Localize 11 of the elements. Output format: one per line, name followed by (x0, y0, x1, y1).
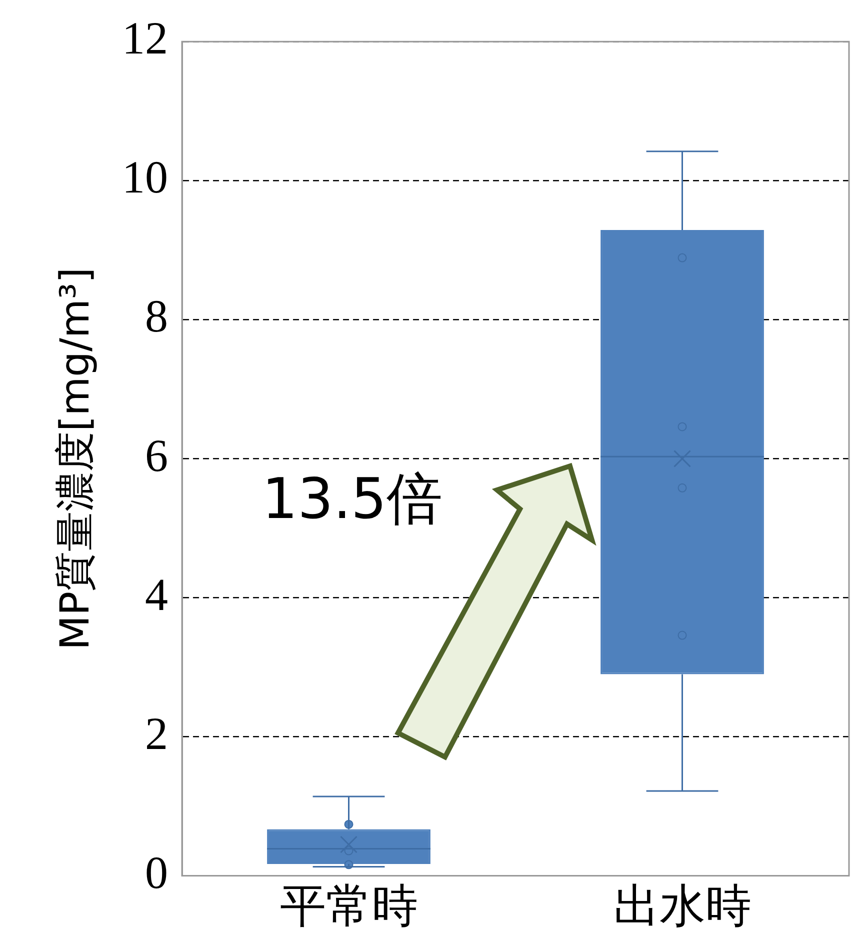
y-tick-label: 8 (145, 290, 168, 342)
x-tick-label: 出水時 (613, 880, 752, 932)
y-tick-label: 10 (122, 152, 168, 203)
y-axis-title: MP質量濃度[mg/m³] (52, 267, 98, 650)
y-tick-label: 4 (145, 568, 168, 620)
y-tick-label: 2 (145, 708, 168, 759)
x-tick-label: 平常時 (280, 880, 418, 932)
y-tick-label: 12 (122, 12, 168, 64)
annotation: 13.5倍 (262, 466, 443, 534)
y-tick-label: 6 (145, 430, 168, 481)
y-tick-label: 0 (145, 846, 168, 898)
